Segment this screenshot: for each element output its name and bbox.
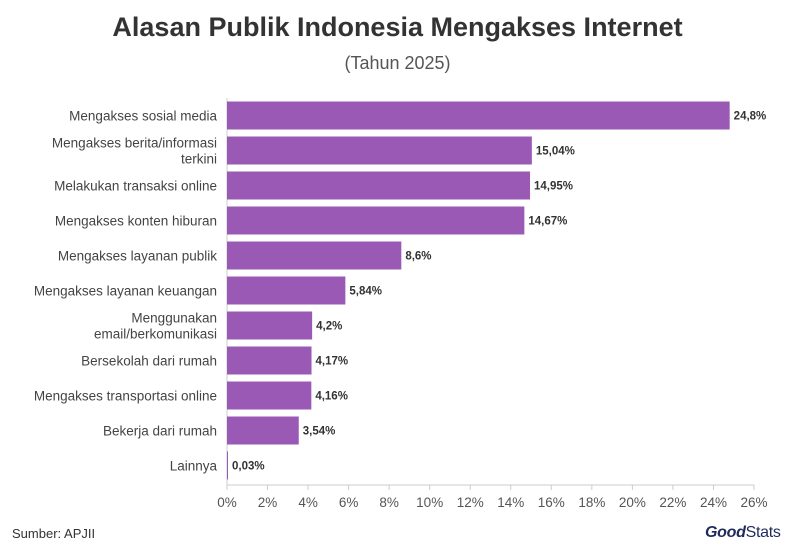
- x-tick-label-0: 0%: [217, 495, 237, 510]
- category-label-line: Menggunakan: [131, 311, 217, 326]
- value-label-7: 4,2%: [316, 321, 342, 333]
- category-label-line: Mengakses layanan publik: [58, 249, 217, 264]
- category-label-line: Mengakses konten hiburan: [55, 214, 217, 229]
- value-label-9: 4,16%: [315, 391, 348, 403]
- bar-8: [227, 346, 312, 375]
- x-tick-label-5: 10%: [416, 495, 443, 510]
- value-label-4: 14,67%: [528, 216, 567, 228]
- category-label-5: Mengakses layanan publik: [58, 249, 217, 264]
- value-label-8: 4,17%: [316, 356, 349, 368]
- category-label-11: Lainnya: [170, 459, 218, 474]
- value-label-6: 5,84%: [349, 286, 382, 298]
- category-label-line: Bersekolah dari rumah: [81, 354, 217, 369]
- x-tick-label-11: 22%: [659, 495, 686, 510]
- category-label-8: Bersekolah dari rumah: [81, 354, 217, 369]
- category-label-line: Mengakses sosial media: [69, 109, 217, 124]
- category-label-10: Bekerja dari rumah: [103, 424, 217, 439]
- brand-logo: GoodStats: [705, 524, 781, 542]
- value-label-11: 0,03%: [232, 461, 265, 473]
- x-tick-label-1: 2%: [258, 495, 278, 510]
- value-label-5: 8,6%: [405, 251, 431, 263]
- category-label-6: Mengakses layanan keuangan: [34, 284, 217, 299]
- category-label-line: Mengakses transportasi online: [34, 389, 217, 404]
- category-label-7: Menggunakan email/berkomunikasi: [94, 311, 217, 342]
- bar-1: [227, 101, 730, 130]
- chart-subtitle: (Tahun 2025): [344, 53, 451, 73]
- category-label-line: Lainnya: [170, 459, 218, 474]
- bar-10: [227, 416, 299, 445]
- category-label-9: Mengakses transportasi online: [34, 389, 217, 404]
- x-tick-label-4: 8%: [379, 495, 399, 510]
- x-tick-label-2: 4%: [298, 495, 318, 510]
- x-tick-label-9: 18%: [578, 495, 605, 510]
- bar-9: [227, 381, 312, 410]
- brand-logo-part1: Good: [705, 524, 746, 541]
- category-label-4: Mengakses konten hiburan: [55, 214, 217, 229]
- category-label-line: email/berkomunikasi: [94, 327, 217, 342]
- source-note: Sumber: APJII: [12, 526, 96, 541]
- bar-6: [227, 276, 346, 305]
- brand-logo-part2: Stats: [745, 524, 781, 541]
- x-tick-label-13: 26%: [740, 495, 767, 510]
- bar-11: [227, 451, 228, 480]
- value-label-3: 14,95%: [534, 181, 573, 193]
- category-label-3: Melakukan transaksi online: [54, 179, 217, 194]
- bar-3: [227, 171, 531, 200]
- category-label-2: Mengakses berita/informasi terkini: [52, 136, 217, 167]
- category-label-line: Mengakses layanan keuangan: [34, 284, 217, 299]
- category-label-1: Mengakses sosial media: [69, 109, 217, 124]
- x-tick-label-8: 16%: [538, 495, 565, 510]
- chart-title: Alasan Publik Indonesia Mengakses Intern…: [112, 12, 683, 42]
- bar-5: [227, 241, 402, 270]
- category-label-line: Melakukan transaksi online: [54, 179, 217, 194]
- bar-2: [227, 136, 532, 165]
- value-label-10: 3,54%: [303, 426, 336, 438]
- x-tick-label-6: 12%: [457, 495, 484, 510]
- x-tick-label-10: 20%: [619, 495, 646, 510]
- bar-4: [227, 206, 525, 235]
- x-tick-label-12: 24%: [700, 495, 727, 510]
- x-tick-label-7: 14%: [497, 495, 524, 510]
- bar-7: [227, 311, 313, 340]
- category-label-line: Mengakses berita/informasi: [52, 136, 217, 151]
- value-label-2: 15,04%: [536, 146, 575, 158]
- x-tick-label-3: 6%: [339, 495, 359, 510]
- category-label-line: Bekerja dari rumah: [103, 424, 217, 439]
- category-label-line: terkini: [181, 152, 217, 167]
- value-label-1: 24,8%: [734, 111, 767, 123]
